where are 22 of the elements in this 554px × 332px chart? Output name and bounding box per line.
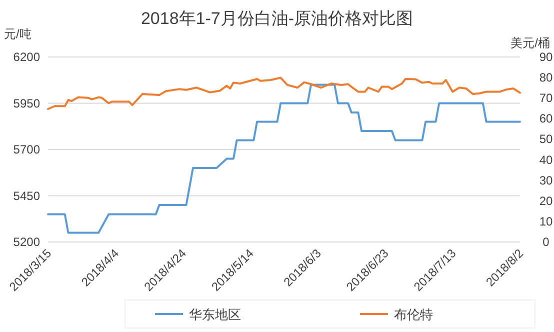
y2-tick-label: 30 [539, 173, 553, 188]
y-tick-label: 5700 [13, 142, 40, 156]
y2-tick-label: 50 [539, 132, 553, 146]
line-series [47, 84, 521, 234]
chart-title: 2018年1-7月份白油-原油价格对比图 [140, 9, 414, 28]
y-tick-label: 5450 [13, 188, 40, 203]
y2-axis-title: 美元/桶 [510, 36, 550, 50]
y2-tick-label: 40 [539, 152, 553, 167]
y-tick-label: 5200 [13, 235, 40, 249]
y-tick-label: 6200 [13, 50, 40, 64]
y2-tick-label: 80 [539, 70, 553, 85]
y2-tick-label: 10 [539, 214, 553, 228]
line-series [47, 76, 521, 110]
y-axis-title: 元/吨 [4, 27, 32, 41]
y-tick-label: 5950 [13, 96, 40, 110]
y2-tick-label: 0 [542, 235, 550, 249]
y2-tick-label: 90 [539, 50, 553, 64]
legend-label: 华东地区 [189, 307, 241, 322]
y2-tick-label: 70 [539, 91, 553, 106]
legend-label: 布伦特 [394, 307, 433, 322]
y2-tick-label: 20 [539, 194, 553, 208]
y2-tick-label: 60 [539, 112, 553, 126]
